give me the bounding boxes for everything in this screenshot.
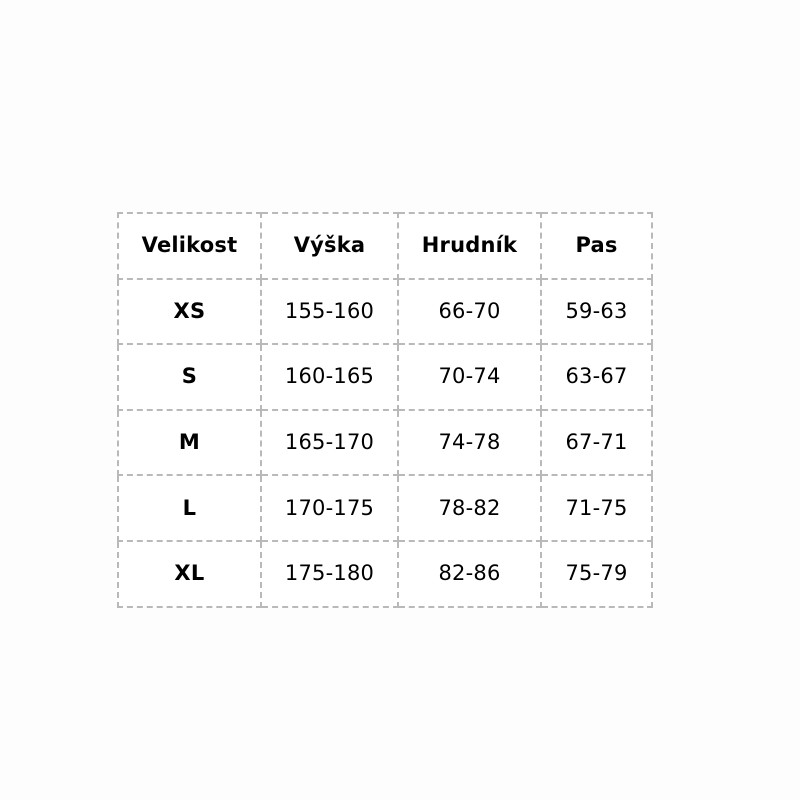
- size-chart-table: Velikost Výška Hrudník Pas XS 155-160 66…: [117, 212, 653, 608]
- cell-size: XL: [117, 539, 262, 608]
- column-header-chest: Hrudník: [397, 212, 542, 280]
- column-header-waist: Pas: [540, 212, 653, 280]
- table-row: XL 175-180 82-86 75-79: [117, 539, 653, 608]
- cell-chest: 78-82: [397, 474, 542, 542]
- cell-waist: 67-71: [540, 408, 653, 477]
- cell-height: 165-170: [260, 408, 399, 477]
- cell-height: 160-165: [260, 343, 399, 411]
- cell-size: S: [117, 343, 262, 411]
- column-header-height: Výška: [260, 212, 399, 280]
- table-row: M 165-170 74-78 67-71: [117, 408, 653, 477]
- table-row: L 170-175 78-82 71-75: [117, 474, 653, 542]
- size-chart-container: Velikost Výška Hrudník Pas XS 155-160 66…: [117, 212, 653, 608]
- cell-size: L: [117, 474, 262, 542]
- table-header: Velikost Výška Hrudník Pas: [117, 212, 653, 280]
- table-row: XS 155-160 66-70 59-63: [117, 277, 653, 346]
- column-header-size: Velikost: [117, 212, 262, 280]
- cell-waist: 75-79: [540, 539, 653, 608]
- cell-chest: 74-78: [397, 408, 542, 477]
- cell-size: M: [117, 408, 262, 477]
- cell-waist: 71-75: [540, 474, 653, 542]
- cell-height: 170-175: [260, 474, 399, 542]
- table-body: XS 155-160 66-70 59-63 S 160-165 70-74 6…: [117, 277, 653, 608]
- cell-chest: 66-70: [397, 277, 542, 346]
- cell-height: 175-180: [260, 539, 399, 608]
- cell-chest: 70-74: [397, 343, 542, 411]
- cell-waist: 59-63: [540, 277, 653, 346]
- cell-waist: 63-67: [540, 343, 653, 411]
- cell-size: XS: [117, 277, 262, 346]
- table-row: S 160-165 70-74 63-67: [117, 343, 653, 411]
- cell-height: 155-160: [260, 277, 399, 346]
- cell-chest: 82-86: [397, 539, 542, 608]
- table-header-row: Velikost Výška Hrudník Pas: [117, 212, 653, 280]
